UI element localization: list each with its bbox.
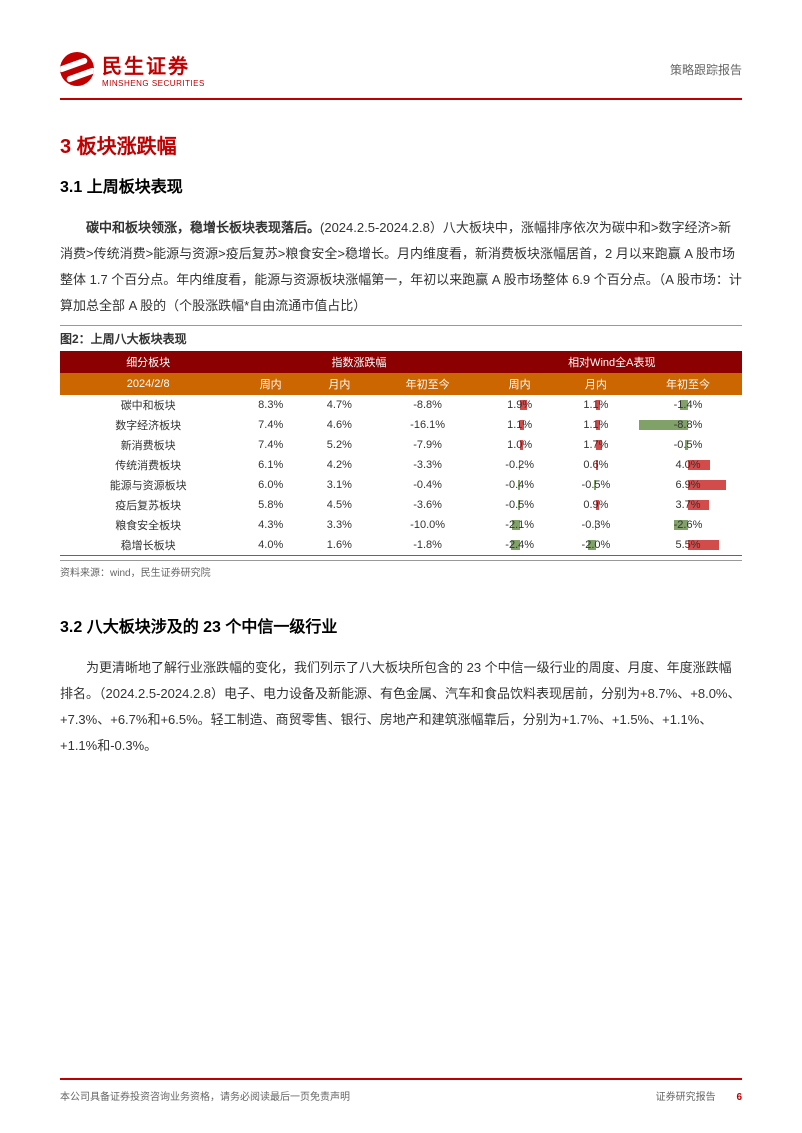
- cell-name: 碳中和板块: [60, 395, 236, 415]
- cell-month: 4.2%: [305, 455, 374, 475]
- cell-rel-month: 1.7%: [558, 435, 634, 455]
- cell-ytd: -1.8%: [374, 535, 482, 556]
- page-footer: 本公司具备证券投资咨询业务资格，请务必阅读最后一页免责声明 证券研究报告 6: [60, 1078, 742, 1103]
- cell-rel-ytd: 6.9%: [634, 475, 742, 495]
- table-row: 稳增长板块4.0%1.6%-1.8%-2.4%-2.0%5.5%: [60, 535, 742, 556]
- sector-performance-table: 细分板块 指数涨跌幅 相对Wind全A表现 2024/2/8 周内 月内 年初至…: [60, 351, 742, 556]
- table-row: 疫后复苏板块5.8%4.5%-3.6%-0.5%0.9%3.7%: [60, 495, 742, 515]
- cell-week: 6.0%: [236, 475, 305, 495]
- logo: 民生证券 MINSHENG SECURITIES: [60, 50, 205, 88]
- cell-rel-week: -2.4%: [482, 535, 558, 556]
- cell-name: 能源与资源板块: [60, 475, 236, 495]
- cell-name: 数字经济板块: [60, 415, 236, 435]
- cell-rel-ytd: -0.5%: [634, 435, 742, 455]
- col-rel-week: 周内: [482, 373, 558, 395]
- col-week: 周内: [236, 373, 305, 395]
- cell-rel-week: -0.2%: [482, 455, 558, 475]
- cell-name: 传统消费板块: [60, 455, 236, 475]
- page-header: 民生证券 MINSHENG SECURITIES 策略跟踪报告: [60, 50, 742, 100]
- cell-month: 5.2%: [305, 435, 374, 455]
- cell-rel-ytd: -2.6%: [634, 515, 742, 535]
- table-row: 数字经济板块7.4%4.6%-16.1%1.1%1.1%-8.8%: [60, 415, 742, 435]
- col-group-left: 细分板块: [60, 351, 236, 373]
- col-group-mid: 指数涨跌幅: [236, 351, 481, 373]
- table-row: 传统消费板块6.1%4.2%-3.3%-0.2%0.6%4.0%: [60, 455, 742, 475]
- cell-name: 稳增长板块: [60, 535, 236, 556]
- logo-text-en: MINSHENG SECURITIES: [102, 79, 205, 88]
- cell-rel-ytd: 5.5%: [634, 535, 742, 556]
- footer-right-label: 证券研究报告: [656, 1092, 716, 1103]
- cell-week: 6.1%: [236, 455, 305, 475]
- cell-rel-month: 0.9%: [558, 495, 634, 515]
- col-rel-ytd: 年初至今: [634, 373, 742, 395]
- table-row: 新消费板块7.4%5.2%-7.9%1.0%1.7%-0.5%: [60, 435, 742, 455]
- cell-rel-ytd: 4.0%: [634, 455, 742, 475]
- cell-month: 4.6%: [305, 415, 374, 435]
- cell-rel-month: -0.3%: [558, 515, 634, 535]
- cell-ytd: -3.3%: [374, 455, 482, 475]
- logo-icon: [60, 52, 94, 86]
- figure-2-source: 资料来源：wind，民生证券研究院: [60, 560, 742, 579]
- cell-ytd: -7.9%: [374, 435, 482, 455]
- col-group-right: 相对Wind全A表现: [482, 351, 742, 373]
- cell-rel-month: 1.1%: [558, 395, 634, 415]
- cell-rel-ytd: -8.8%: [634, 415, 742, 435]
- logo-text-cn: 民生证券: [102, 50, 205, 79]
- cell-name: 粮食安全板块: [60, 515, 236, 535]
- page-number: 6: [736, 1092, 742, 1103]
- cell-month: 1.6%: [305, 535, 374, 556]
- cell-rel-month: -0.5%: [558, 475, 634, 495]
- cell-rel-week: -0.5%: [482, 495, 558, 515]
- cell-week: 8.3%: [236, 395, 305, 415]
- col-date: 2024/2/8: [60, 373, 236, 395]
- cell-week: 5.8%: [236, 495, 305, 515]
- para-2: 为更清晰地了解行业涨跌幅的变化，我们列示了八大板块所包含的 23 个中信一级行业…: [60, 655, 742, 759]
- cell-rel-ytd: 3.7%: [634, 495, 742, 515]
- section-title: 3 板块涨跌幅: [60, 130, 742, 159]
- cell-ytd: -0.4%: [374, 475, 482, 495]
- subsection-3-1-title: 3.1 上周板块表现: [60, 173, 742, 197]
- cell-week: 7.4%: [236, 415, 305, 435]
- cell-ytd: -8.8%: [374, 395, 482, 415]
- cell-rel-month: 0.6%: [558, 455, 634, 475]
- cell-rel-ytd: -1.4%: [634, 395, 742, 415]
- cell-rel-week: 1.1%: [482, 415, 558, 435]
- para-1: 碳中和板块领涨，稳增长板块表现落后。(2024.2.5-2024.2.8）八大板…: [60, 215, 742, 319]
- cell-name: 疫后复苏板块: [60, 495, 236, 515]
- figure-2-caption: 图2：上周八大板块表现: [60, 325, 742, 347]
- cell-rel-month: 1.1%: [558, 415, 634, 435]
- cell-rel-week: 1.9%: [482, 395, 558, 415]
- doc-type-label: 策略跟踪报告: [670, 61, 742, 78]
- cell-week: 4.0%: [236, 535, 305, 556]
- cell-ytd: -3.6%: [374, 495, 482, 515]
- cell-week: 7.4%: [236, 435, 305, 455]
- col-ytd: 年初至今: [374, 373, 482, 395]
- subsection-3-2-title: 3.2 八大板块涉及的 23 个中信一级行业: [60, 613, 742, 637]
- cell-ytd: -16.1%: [374, 415, 482, 435]
- cell-month: 3.1%: [305, 475, 374, 495]
- cell-month: 4.5%: [305, 495, 374, 515]
- footer-disclaimer: 本公司具备证券投资咨询业务资格，请务必阅读最后一页免责声明: [60, 1088, 350, 1103]
- cell-rel-week: -2.1%: [482, 515, 558, 535]
- cell-month: 3.3%: [305, 515, 374, 535]
- col-month: 月内: [305, 373, 374, 395]
- cell-week: 4.3%: [236, 515, 305, 535]
- cell-month: 4.7%: [305, 395, 374, 415]
- cell-ytd: -10.0%: [374, 515, 482, 535]
- col-rel-month: 月内: [558, 373, 634, 395]
- table-row: 能源与资源板块6.0%3.1%-0.4%-0.4%-0.5%6.9%: [60, 475, 742, 495]
- cell-rel-week: 1.0%: [482, 435, 558, 455]
- cell-rel-week: -0.4%: [482, 475, 558, 495]
- cell-name: 新消费板块: [60, 435, 236, 455]
- cell-rel-month: -2.0%: [558, 535, 634, 556]
- table-row: 碳中和板块8.3%4.7%-8.8%1.9%1.1%-1.4%: [60, 395, 742, 415]
- para-1-bold: 碳中和板块领涨，稳增长板块表现落后。: [86, 220, 320, 235]
- table-row: 粮食安全板块4.3%3.3%-10.0%-2.1%-0.3%-2.6%: [60, 515, 742, 535]
